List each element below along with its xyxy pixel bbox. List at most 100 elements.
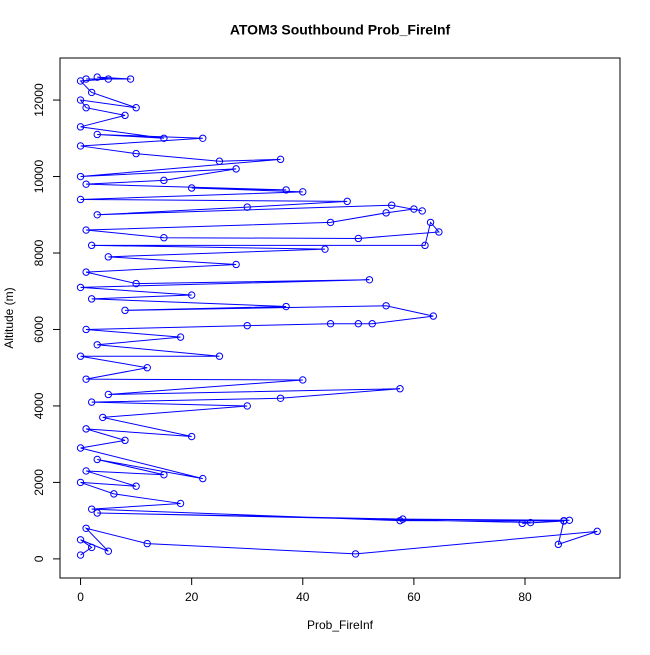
data-point [365,276,374,284]
data-point [187,432,196,441]
data-point [104,547,113,555]
data-point [396,385,404,393]
data-point [132,104,140,112]
data-point [143,539,151,548]
data-point [82,104,90,112]
data-point [132,149,140,158]
data-point [76,478,85,487]
x-tick-label: 20 [185,590,199,604]
data-point [387,201,396,209]
data-point [396,516,404,525]
data-point [299,188,307,196]
y-tick-label: 6000 [32,316,46,343]
data-point [82,75,90,83]
data-point [82,325,90,334]
data-point [110,490,118,498]
data-point [243,203,251,211]
data-point [176,333,185,341]
data-point [87,543,96,552]
data-point [326,218,335,227]
data-point [104,253,113,261]
data-point [76,551,85,559]
data-point [82,375,90,383]
data-point [93,455,101,464]
data-point [160,471,168,479]
data-point [76,536,85,544]
data-point [343,197,351,206]
x-tick-label: 40 [296,590,310,604]
data-point [121,436,129,445]
data-point [93,341,101,349]
data-point [215,352,224,360]
data-point [421,241,429,250]
y-tick-label: 8000 [32,239,46,266]
data-point [526,518,535,527]
y-tick-label: 10000 [32,160,46,194]
data-point [76,195,85,204]
data-point [326,320,335,328]
data-point [104,75,113,83]
data-line [79,76,598,556]
data-point [560,517,568,525]
data-point [121,111,129,120]
data-point [132,279,140,288]
data-point [76,123,85,131]
data-point [160,234,168,242]
data-point [76,172,85,181]
data-point [593,527,601,536]
data-point [132,482,140,490]
data-point [82,226,90,234]
data-point [382,209,390,217]
data-point [82,268,90,276]
data-point [160,176,168,185]
data-point [354,320,363,328]
x-tick-label: 80 [518,590,532,604]
data-point [87,88,96,97]
data-point [382,302,390,310]
data-point [418,207,426,215]
data-point [82,425,90,433]
data-point [99,413,107,422]
data-point [321,245,329,253]
data-point [93,211,101,219]
data-point [187,184,196,192]
y-tick-label: 4000 [32,392,46,419]
data-point [76,283,85,292]
chart-title: ATOM3 Southbound Prob_FireInf [230,22,451,38]
data-point [104,390,113,399]
data-point [426,218,435,227]
data-point [565,516,574,524]
data-point [87,295,96,303]
data-point [199,134,207,142]
x-axis-title: Prob_FireInf [307,618,374,632]
data-point [93,509,101,517]
data-point [82,180,90,188]
data-point [554,540,563,549]
data-point [87,398,96,406]
x-tick-label: 60 [407,590,421,604]
y-tick-label: 12000 [32,83,46,117]
y-axis-title: Altitude (m) [2,287,16,348]
y-tick-label: 2000 [32,469,46,496]
data-point [126,75,135,83]
data-point [87,241,96,250]
data-point [160,134,168,142]
data-point [232,260,240,269]
data-point [76,96,85,104]
data-point [243,321,251,330]
data-point [82,467,90,475]
data-point [354,234,363,243]
data-point [429,312,438,320]
data-point [282,302,290,311]
data-point [121,306,129,315]
data-point [93,73,101,81]
data-point [215,157,224,165]
data-point [199,474,207,483]
data-point [243,402,251,410]
data-point [93,130,101,139]
data-point [276,394,285,402]
data-point [518,519,526,528]
data-point [351,550,360,558]
